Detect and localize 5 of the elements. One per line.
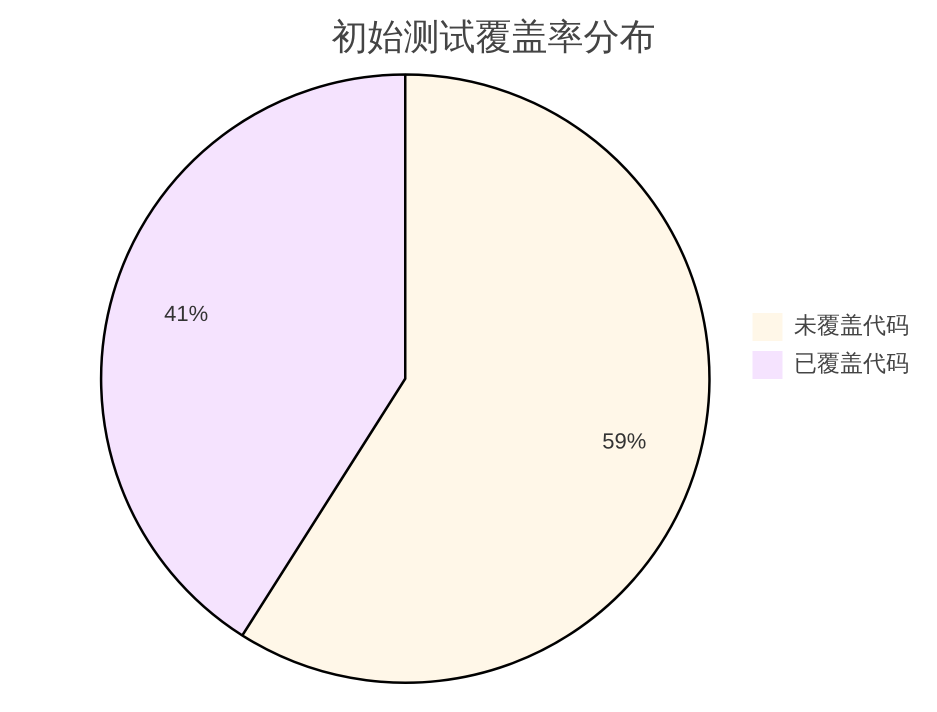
data-label: 41% xyxy=(164,301,208,326)
chart-title: 初始测试覆盖率分布 xyxy=(332,16,656,58)
data-label: 59% xyxy=(602,428,646,454)
legend-label: 未覆盖代码 xyxy=(794,312,909,339)
legend-label: 已覆盖代码 xyxy=(794,350,909,377)
